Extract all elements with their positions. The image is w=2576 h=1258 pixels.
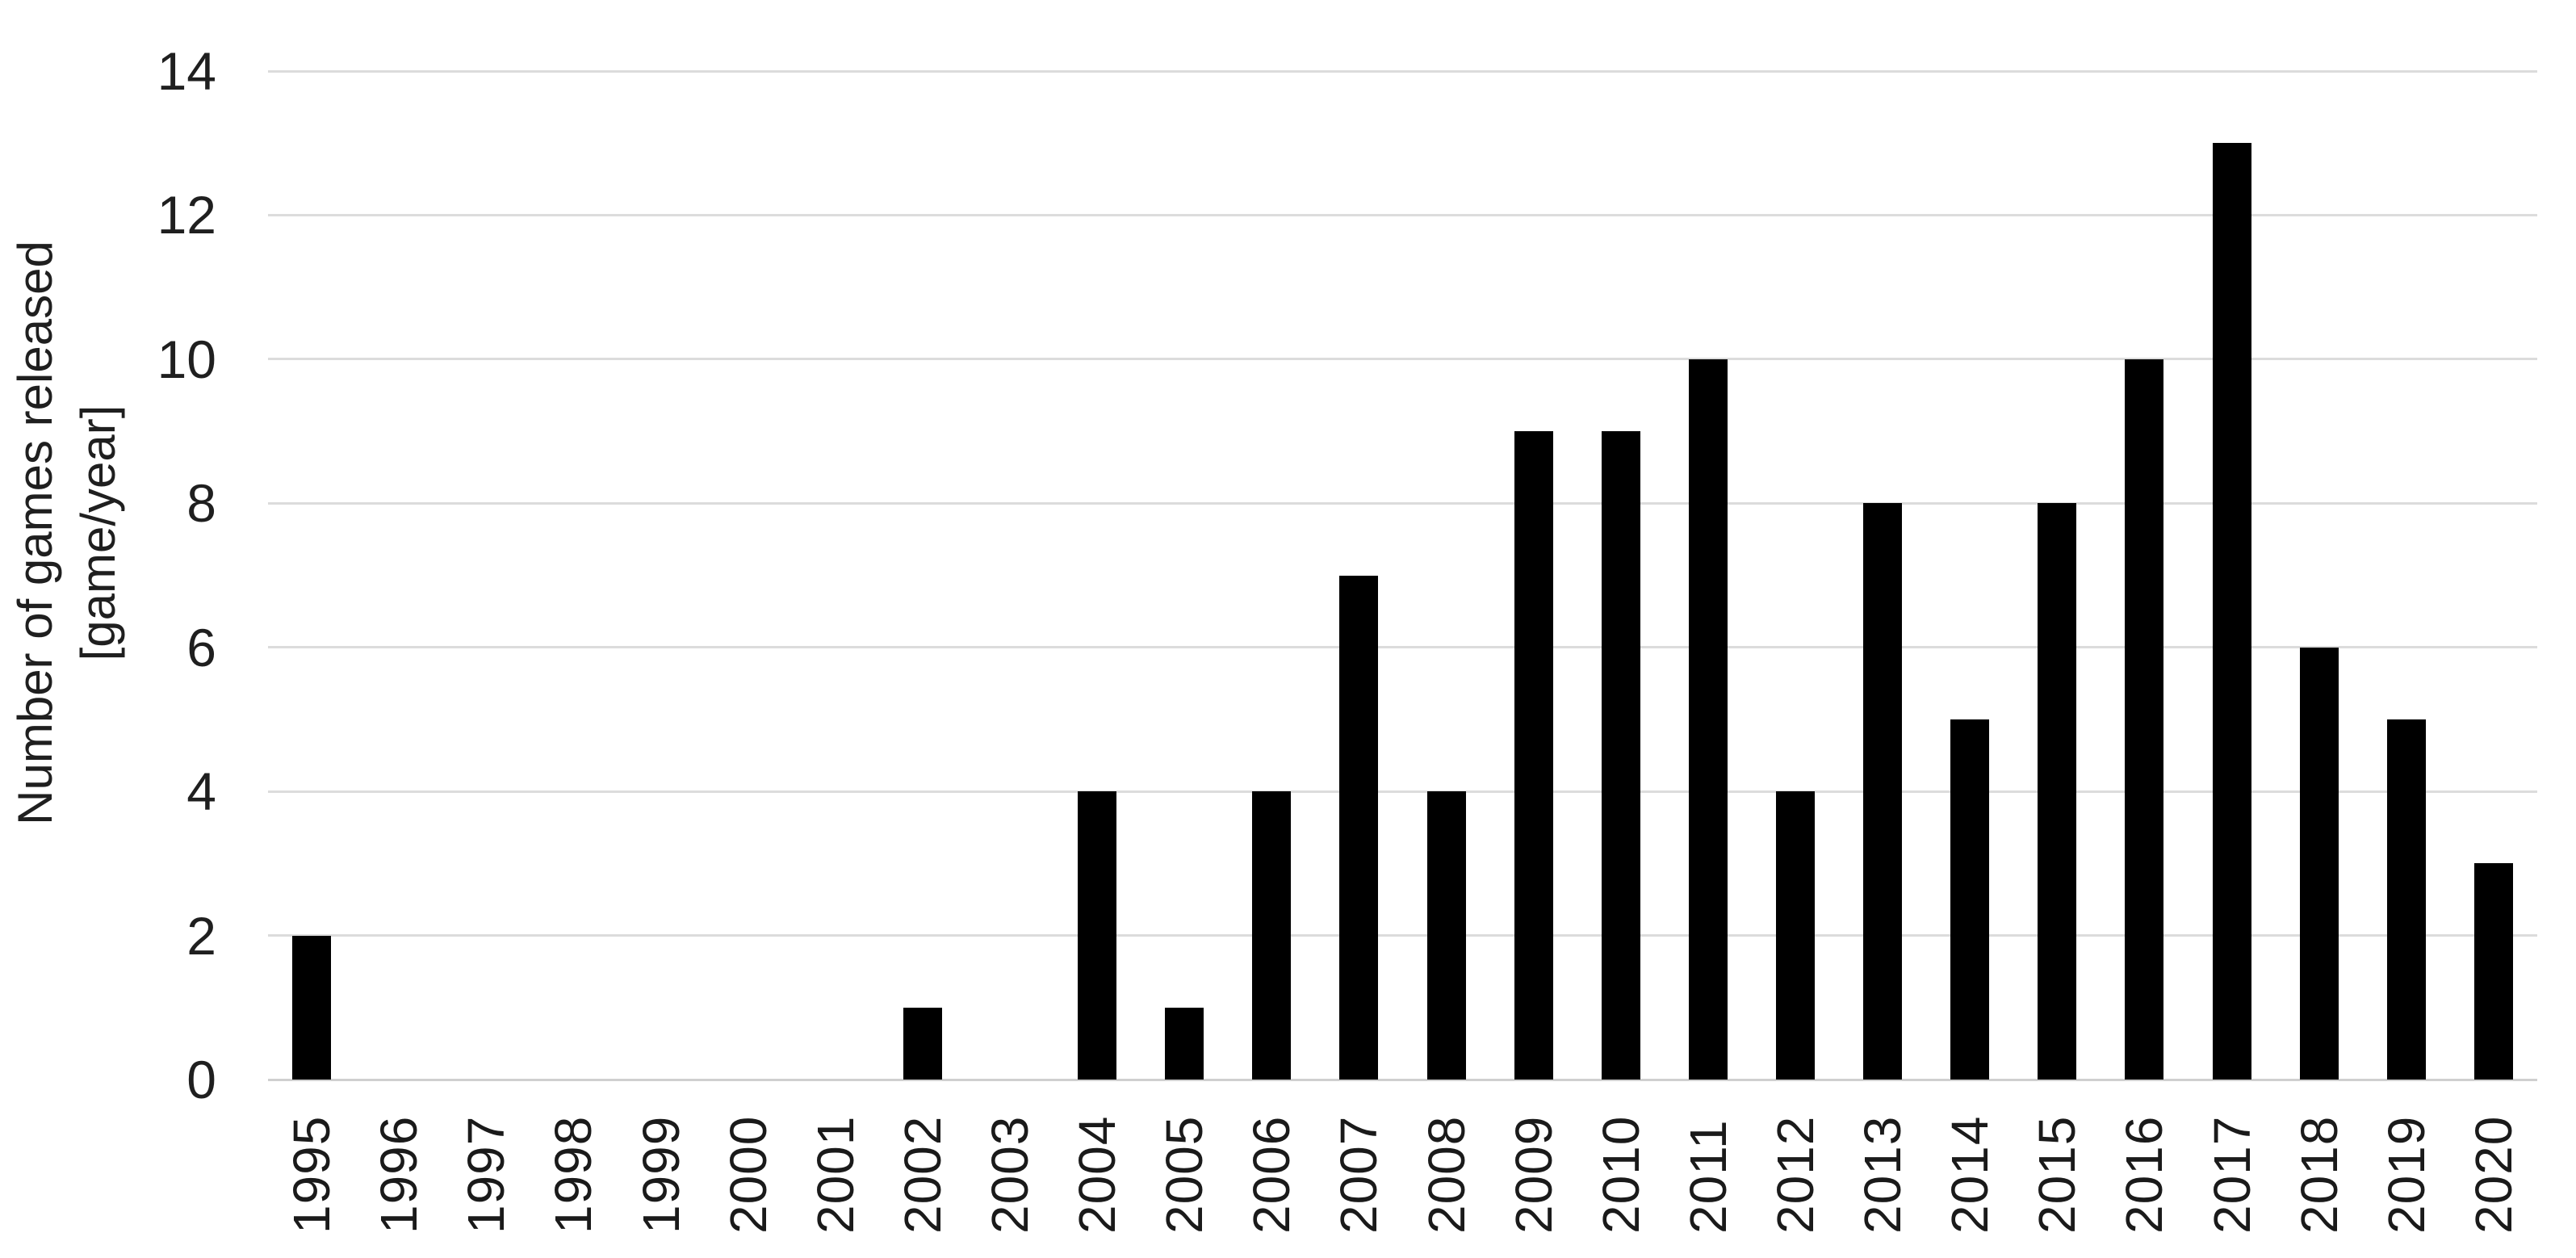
x-tick-label-2002: 2002 xyxy=(893,1115,952,1234)
bar-1995 xyxy=(292,935,332,1080)
y-tick-label-6: 6 xyxy=(186,617,216,677)
y-tick-label-0: 0 xyxy=(186,1050,216,1109)
bar-2014 xyxy=(1950,719,1990,1080)
bar-2002 xyxy=(903,1007,942,1080)
y-tick-label-14: 14 xyxy=(157,41,216,101)
x-tick-label-1995: 1995 xyxy=(283,1115,341,1234)
x-tick-label-2010: 2010 xyxy=(1591,1115,1650,1234)
x-tick-label-2001: 2001 xyxy=(806,1115,865,1234)
bar-2007 xyxy=(1339,575,1379,1080)
bar-2017 xyxy=(2212,143,2251,1080)
x-tick-label-1997: 1997 xyxy=(457,1115,516,1234)
y-axis-title-line-2: [game/year] xyxy=(71,405,125,661)
gridline-8 xyxy=(268,501,2537,505)
x-tick-label-1996: 1996 xyxy=(370,1115,429,1234)
gridline-12 xyxy=(268,213,2537,216)
bar-2018 xyxy=(2299,647,2339,1080)
bar-2013 xyxy=(1863,503,1903,1080)
gridline-0 xyxy=(268,1078,2537,1081)
bar-2019 xyxy=(2386,719,2426,1080)
x-tick-label-2015: 2015 xyxy=(2028,1115,2087,1234)
x-tick-label-2017: 2017 xyxy=(2202,1115,2261,1234)
x-tick-label-2009: 2009 xyxy=(1504,1115,1563,1234)
plot-area xyxy=(268,69,2537,1081)
x-tick-label-2020: 2020 xyxy=(2464,1115,2523,1234)
x-tick-label-2000: 2000 xyxy=(718,1115,777,1234)
bar-2009 xyxy=(1514,431,1553,1080)
bar-2016 xyxy=(2125,359,2164,1080)
bar-2006 xyxy=(1252,791,1292,1080)
x-tick-label-2003: 2003 xyxy=(980,1115,1039,1234)
bar-2015 xyxy=(2038,503,2077,1080)
y-tick-label-12: 12 xyxy=(157,185,216,245)
bar-2012 xyxy=(1776,791,1816,1080)
y-axis-title-line-1: Number of games released xyxy=(8,241,62,825)
bar-2020 xyxy=(2473,863,2513,1080)
gridline-14 xyxy=(268,69,2537,73)
y-axis-title: Number of games released [game/year] xyxy=(4,0,133,1179)
gridline-6 xyxy=(268,646,2537,649)
bar-2008 xyxy=(1426,791,1466,1080)
gridline-4 xyxy=(268,790,2537,793)
x-tick-label-2004: 2004 xyxy=(1068,1115,1127,1234)
bar-2010 xyxy=(1601,431,1640,1080)
x-tick-label-2019: 2019 xyxy=(2377,1115,2436,1234)
gridline-2 xyxy=(268,934,2537,937)
y-tick-label-2: 2 xyxy=(186,905,216,966)
x-tick-label-2005: 2005 xyxy=(1155,1115,1214,1234)
x-tick-label-2013: 2013 xyxy=(1853,1115,1912,1234)
x-tick-label-2018: 2018 xyxy=(2289,1115,2348,1234)
x-tick-label-2012: 2012 xyxy=(1766,1115,1825,1234)
x-tick-label-1998: 1998 xyxy=(544,1115,603,1234)
x-tick-label-2006: 2006 xyxy=(1242,1115,1301,1234)
x-tick-label-2016: 2016 xyxy=(2115,1115,2174,1234)
x-tick-label-2007: 2007 xyxy=(1330,1115,1389,1234)
y-tick-label-10: 10 xyxy=(157,329,216,389)
x-tick-label-2014: 2014 xyxy=(1941,1115,2000,1234)
bar-2004 xyxy=(1078,791,1117,1080)
bar-2011 xyxy=(1688,359,1728,1080)
x-tick-label-2008: 2008 xyxy=(1417,1115,1476,1234)
x-tick-label-1999: 1999 xyxy=(631,1115,690,1234)
x-tick-label-2011: 2011 xyxy=(1678,1119,1737,1234)
y-tick-label-4: 4 xyxy=(186,761,216,822)
bar-2005 xyxy=(1165,1007,1204,1080)
y-tick-label-8: 8 xyxy=(186,473,216,534)
gridline-10 xyxy=(268,358,2537,361)
